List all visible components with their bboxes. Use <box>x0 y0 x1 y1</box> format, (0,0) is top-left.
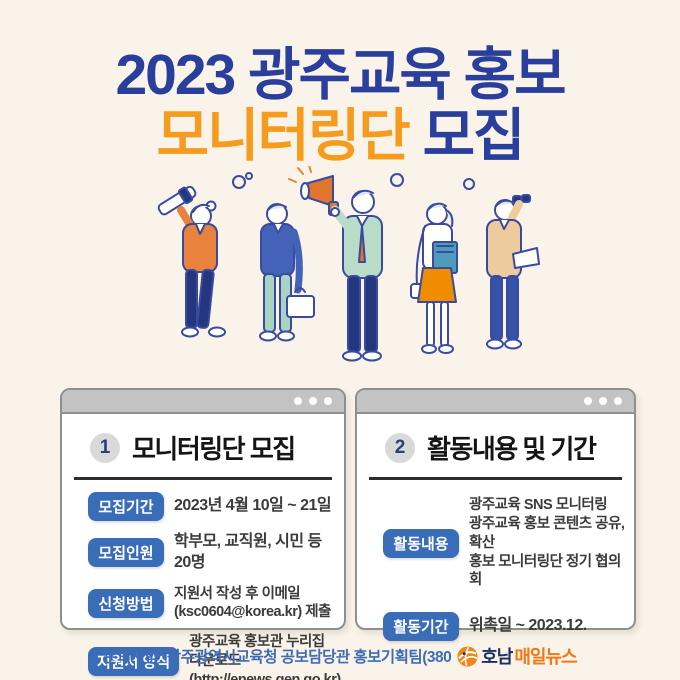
row-label-badge: 활동기간 <box>383 612 459 642</box>
row-value: 2023년 4월 10일 ~ 21일 <box>174 497 332 515</box>
row-value: 지원서 작성 후 이메일 (ksc0604@korea.kr) 제출 <box>174 585 331 621</box>
people-illustration <box>135 164 555 368</box>
title-highlight: 모니터링단 <box>156 104 411 169</box>
card-monitoring-recruit: 1 모니터링단 모집 모집기간 2023년 4월 10일 ~ 21일 모집인원 … <box>60 388 346 680</box>
title-rest: 모집 <box>408 104 526 169</box>
page-title: 2023 광주교육 홍보 모니터링단 모집 <box>0 43 680 167</box>
table-row: 모집기간 2023년 4월 10일 ~ 21일 <box>88 492 336 521</box>
window-dot <box>294 397 302 405</box>
person-briefcase <box>259 203 315 342</box>
row-label-badge: 활동내용 <box>383 528 459 558</box>
card-activity-period: 2 활동내용 및 기간 활동내용 광주교육 SNS 모니터링 광주교육 홍보 콘… <box>355 388 636 642</box>
row-label-badge: 신청방법 <box>88 588 164 618</box>
card-rows: 모집기간 2023년 4월 10일 ~ 21일 모집인원 학부모, 교직원, 시… <box>62 480 344 680</box>
people-illustration-svg <box>157 164 540 362</box>
person-telescope <box>157 185 226 338</box>
card-header: 1 모니터링단 모집 <box>62 414 344 474</box>
person-megaphone <box>288 164 383 362</box>
title-line-1: 2023 광주교육 홍보 <box>115 43 566 107</box>
window-titlebar <box>62 390 344 414</box>
table-row: 지원서 양식 광주교육 홍보관 누리집 다운로드 (http://enews.g… <box>88 633 341 680</box>
news-logo-globe-icon <box>457 645 478 667</box>
window-dot <box>599 397 607 405</box>
logo-text-maeilnews: 매일뉴스 <box>514 647 577 667</box>
row-label-badge: 지원서 양식 <box>88 647 180 677</box>
row-value: 광주교육 홍보관 누리집 다운로드 (http://enews.gen.go.k… <box>189 634 341 680</box>
logo-text-honam: 호남 <box>481 647 513 667</box>
row-label-badge: 모집인원 <box>88 538 164 568</box>
honam-maeil-news-logo: 호남 매일뉴스 <box>456 643 578 669</box>
table-row: 신청방법 지원서 작성 후 이메일 (ksc0604@korea.kr) 제출 <box>88 585 336 623</box>
card-number-badge: 2 <box>385 432 415 463</box>
divider <box>369 477 622 480</box>
contact-info: 문의사항: 광주광역시교육청 공보담당관 홍보기획팀(380 <box>103 649 452 666</box>
footer: 문의사항: 광주광역시교육청 공보담당관 홍보기획팀(380 호남 매일뉴스 <box>0 643 680 669</box>
card-heading: 모니터링단 모집 <box>132 434 296 464</box>
card-number-badge: 1 <box>90 432 120 463</box>
window-dot <box>614 397 622 405</box>
window-dot <box>324 397 332 405</box>
person-binder <box>410 202 458 354</box>
person-binoculars <box>486 194 540 350</box>
table-row: 활동내용 광주교육 SNS 모니터링 광주교육 홍보 콘텐츠 공유, 확산 홍보… <box>383 496 626 590</box>
card-rows: 활동내용 광주교육 SNS 모니터링 광주교육 홍보 콘텐츠 공유, 확산 홍보… <box>357 480 634 651</box>
table-row: 활동기간 위촉일 ~ 2023.12. <box>383 612 626 642</box>
row-value: 광주교육 SNS 모니터링 광주교육 홍보 콘텐츠 공유, 확산 홍보 모니터링… <box>469 497 625 589</box>
title-line-2: 모니터링단 모집 <box>0 107 680 166</box>
row-value: 위촉일 ~ 2023.12. <box>469 617 587 635</box>
window-dot <box>309 397 317 405</box>
window-titlebar <box>357 390 634 414</box>
row-label-badge: 모집기간 <box>88 492 164 521</box>
card-heading: 활동내용 및 기간 <box>427 434 597 464</box>
table-row: 모집인원 학부모, 교직원, 시민 등 20명 <box>88 532 336 574</box>
card-header: 2 활동내용 및 기간 <box>357 414 634 474</box>
window-dot <box>584 397 592 405</box>
divider <box>74 477 332 480</box>
row-value: 학부모, 교직원, 시민 등 20명 <box>174 533 322 571</box>
